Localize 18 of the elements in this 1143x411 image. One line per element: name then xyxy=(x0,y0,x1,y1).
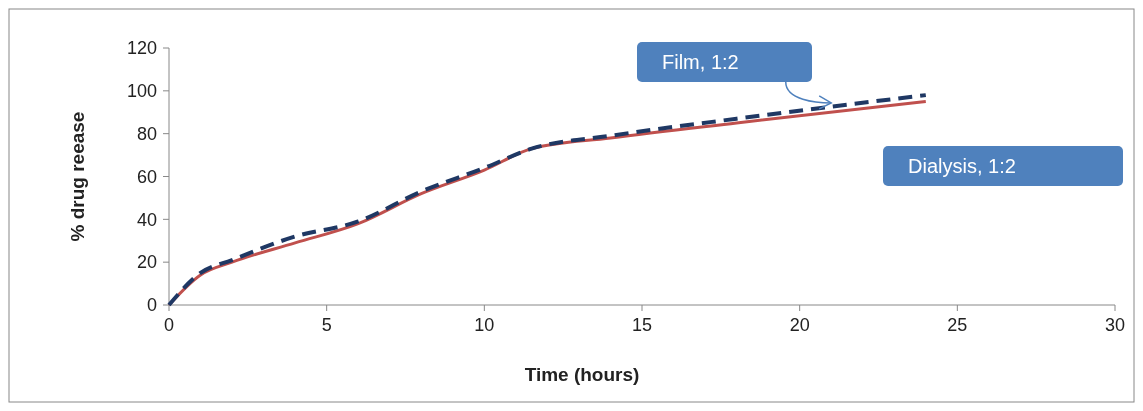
text: Film, 1:2 xyxy=(662,51,739,73)
x-tick-label: 15 xyxy=(631,315,653,335)
x-tick-label: 5 xyxy=(321,315,332,335)
x-axis-title: Time (hours) xyxy=(524,364,640,385)
y-tick-label: 20 xyxy=(136,252,157,273)
x-tick-label: 0 xyxy=(163,315,175,335)
text: Dialysis, 1:2 xyxy=(908,155,1016,177)
y-axis-title: % drug reease xyxy=(67,111,88,242)
y-tick-label: 60 xyxy=(136,166,157,187)
x-tick-label: 30 xyxy=(1104,315,1126,335)
x-tick-label: 25 xyxy=(947,315,968,335)
y-tick-label: 100 xyxy=(126,81,157,102)
y-tick-label: 120 xyxy=(126,38,157,59)
y-tick-label: 0 xyxy=(146,295,157,316)
x-tick-label: 10 xyxy=(474,315,495,335)
y-tick-label: 80 xyxy=(136,123,157,144)
y-tick-label: 40 xyxy=(136,209,157,230)
x-tick-label: 20 xyxy=(789,315,810,335)
